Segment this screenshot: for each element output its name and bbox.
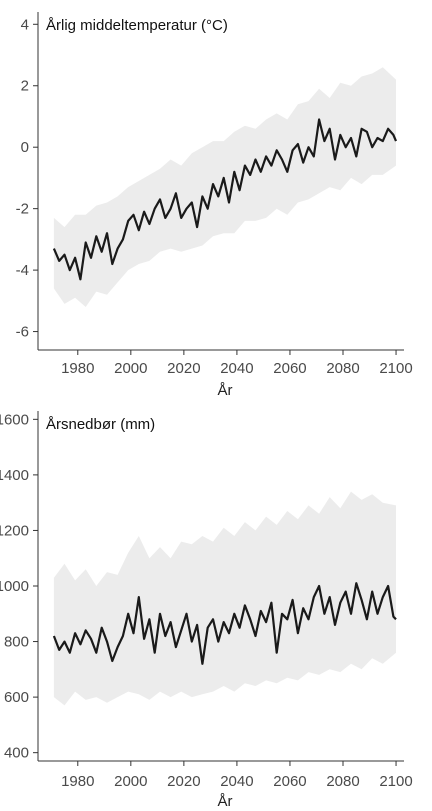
precipitation-uncertainty-band [53, 491, 397, 706]
precipitation-x-tick-label: 2000 [114, 773, 147, 790]
temperature-x-tick-label: 2060 [273, 360, 306, 377]
precipitation-y-tick-label: 800 [4, 634, 29, 651]
temperature-y-tick-label: -6 [16, 324, 29, 341]
temperature-chart: Årlig middeltemperatur (°C) År -6 -4 -2 0 2 4… [0, 0, 432, 405]
precipitation-chart: Årsnedbør (mm) År 400 600 800 1000 1200 1400 1… [0, 405, 432, 811]
temperature-x-tick-label: 2020 [167, 360, 200, 377]
temperature-y-tick-label: -2 [16, 201, 29, 218]
temperature-y-tick-label: 2 [21, 78, 29, 95]
temperature-x-tick-label: 2040 [220, 360, 253, 377]
precipitation-x-tick-label: 2080 [326, 773, 359, 790]
precipitation-x-axis-title: År [218, 793, 233, 810]
temperature-x-tick-label: 2000 [114, 360, 147, 377]
precipitation-x-tick-label: 2040 [220, 773, 253, 790]
precipitation-y-tick-label: 600 [4, 689, 29, 706]
temperature-x-axis-title: År [218, 382, 233, 399]
temperature-y-tick-label: -4 [16, 262, 29, 279]
temperature-chart-svg: Årlig middeltemperatur (°C) År -6 -4 -2 0 2 4… [16, 12, 413, 399]
temperature-chart-title: Årlig middeltemperatur (°C) [46, 17, 228, 34]
temperature-x-tick-label: 2100 [379, 360, 412, 377]
precipitation-x-tick-label: 1980 [61, 773, 94, 790]
precipitation-chart-svg: Årsnedbør (mm) År 400 600 800 1000 1200 1400 1… [0, 411, 413, 810]
precipitation-chart-title: Årsnedbør (mm) [46, 416, 155, 433]
temperature-x-tick-label: 2080 [326, 360, 359, 377]
precipitation-x-tick-label: 2060 [273, 773, 306, 790]
temperature-series-line [52, 118, 398, 281]
precipitation-y-tick-label: 400 [4, 745, 29, 762]
precipitation-x-tick-label: 2020 [167, 773, 200, 790]
precipitation-series-line [52, 582, 397, 665]
precipitation-x-tick-label: 2100 [379, 773, 412, 790]
precipitation-y-tick-label: 1000 [0, 578, 29, 595]
precipitation-y-tick-label: 1600 [0, 411, 29, 428]
precipitation-y-tick-label: 1400 [0, 467, 29, 484]
temperature-x-tick-label: 1980 [61, 360, 94, 377]
precipitation-y-tick-label: 1200 [0, 522, 29, 539]
temperature-y-tick-label: 4 [21, 16, 29, 33]
temperature-y-tick-label: 0 [21, 139, 29, 156]
